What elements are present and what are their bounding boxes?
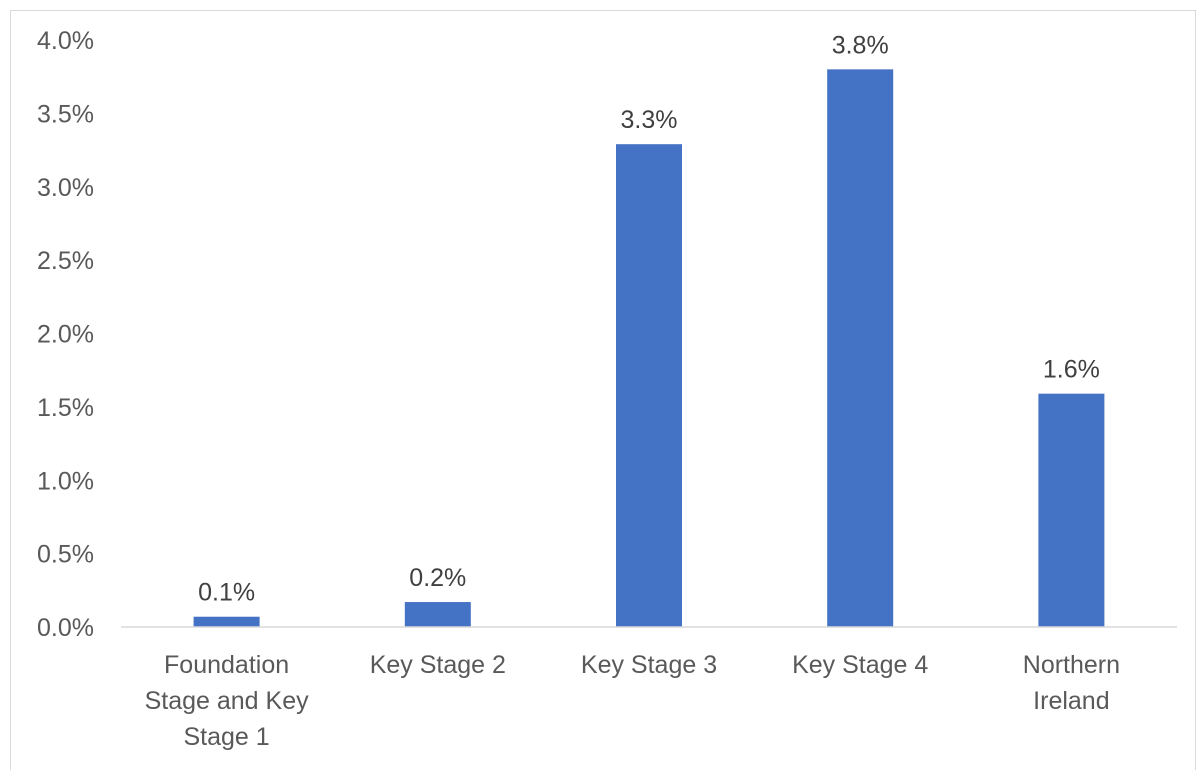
bar: [1038, 393, 1105, 627]
y-axis: 0.0% 0.5% 1.0% 1.5% 2.0% 2.5% 3.0% 3.5% 4.0%: [37, 27, 94, 642]
data-label: 0.1%: [198, 579, 255, 607]
x-category-label: Stage 1: [184, 723, 270, 751]
bar: [616, 144, 682, 627]
y-tick-label: 1.0%: [37, 467, 94, 495]
bar: [827, 69, 894, 628]
x-category-label: Foundation: [164, 651, 289, 679]
bars-group: [193, 69, 1105, 628]
y-tick-label: 0.5%: [37, 541, 94, 569]
y-tick-label: 2.0%: [37, 321, 94, 349]
data-labels-group: 0.1% 0.2% 3.3% 3.8% 1.6%: [198, 31, 1100, 606]
y-tick-label: 1.5%: [37, 394, 94, 422]
bar: [404, 602, 471, 627]
x-category-label: Ireland: [1033, 687, 1109, 715]
x-category-label: Stage and Key: [145, 687, 310, 715]
y-tick-label: 3.5%: [37, 100, 94, 128]
data-label: 1.6%: [1043, 356, 1100, 384]
y-tick-label: 2.5%: [37, 247, 94, 275]
x-axis: Foundation Stage and Key Stage 1 Key Stage …: [121, 626, 1177, 751]
data-label: 3.3%: [621, 106, 678, 134]
x-category-label: Key Stage 4: [792, 651, 928, 679]
bar: [193, 616, 260, 627]
y-tick-label: 3.0%: [37, 174, 94, 202]
y-tick-label: 0.0%: [37, 614, 94, 642]
x-category-label: Northern: [1023, 651, 1120, 679]
x-category-label: Key Stage 2: [370, 651, 506, 679]
x-category-label: Key Stage 3: [581, 651, 717, 679]
data-label: 3.8%: [832, 31, 889, 59]
chart-frame: [10, 10, 1196, 770]
y-tick-label: 4.0%: [37, 27, 94, 55]
data-label: 0.2%: [409, 564, 466, 592]
